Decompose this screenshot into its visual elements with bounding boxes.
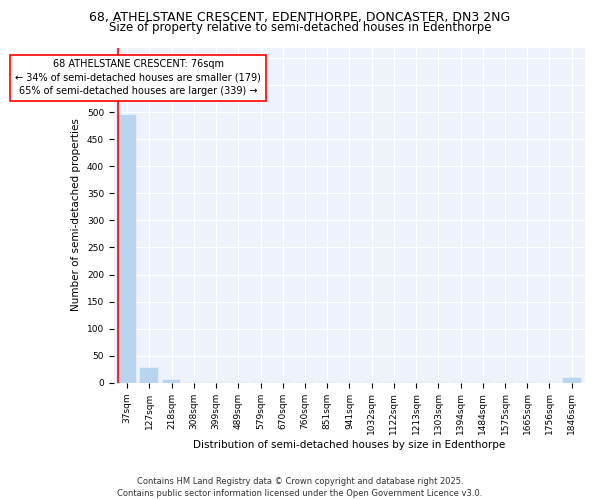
Text: Size of property relative to semi-detached houses in Edenthorpe: Size of property relative to semi-detach… bbox=[109, 21, 491, 34]
Bar bbox=[140, 368, 158, 382]
Text: Contains HM Land Registry data © Crown copyright and database right 2025.
Contai: Contains HM Land Registry data © Crown c… bbox=[118, 476, 482, 498]
X-axis label: Distribution of semi-detached houses by size in Edenthorpe: Distribution of semi-detached houses by … bbox=[193, 440, 506, 450]
Y-axis label: Number of semi-detached properties: Number of semi-detached properties bbox=[71, 118, 81, 312]
Bar bbox=[118, 115, 136, 382]
Text: 68, ATHELSTANE CRESCENT, EDENTHORPE, DONCASTER, DN3 2NG: 68, ATHELSTANE CRESCENT, EDENTHORPE, DON… bbox=[89, 11, 511, 24]
Text: 68 ATHELSTANE CRESCENT: 76sqm
← 34% of semi-detached houses are smaller (179)
65: 68 ATHELSTANE CRESCENT: 76sqm ← 34% of s… bbox=[16, 60, 261, 96]
Bar bbox=[163, 380, 181, 382]
Bar bbox=[563, 378, 581, 382]
